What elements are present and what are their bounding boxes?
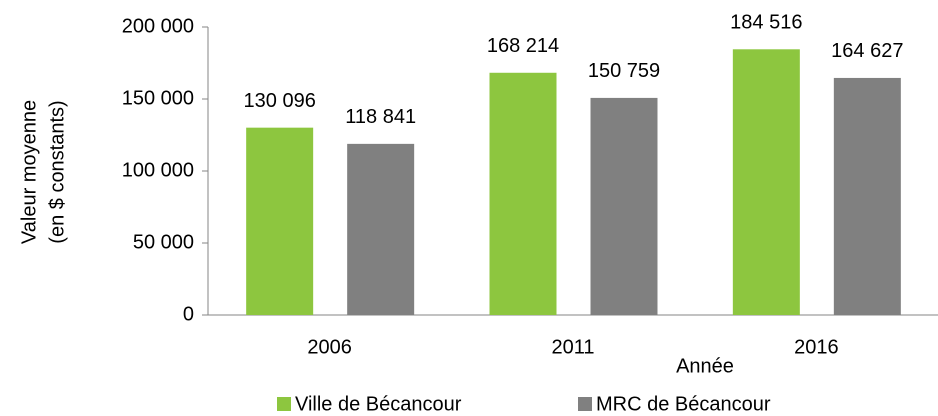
bar [732, 49, 800, 315]
y-axis-label: (en $ constants) [46, 100, 68, 243]
x-axis-label: Année [676, 355, 734, 377]
legend-label: Ville de Bécancour [295, 393, 462, 415]
legend-swatch [277, 397, 291, 411]
x-tick-label: 2011 [551, 336, 594, 358]
value-label: 164 627 [831, 40, 903, 62]
y-tick-label: 150 000 [122, 87, 194, 109]
y-tick-label: 100 000 [122, 159, 194, 181]
value-label: 130 096 [244, 90, 316, 112]
value-label: 168 214 [487, 35, 559, 57]
bar [833, 77, 901, 315]
value-label: 118 841 [345, 106, 416, 128]
legend-swatch [578, 397, 592, 411]
bar [246, 127, 314, 315]
y-tick-label: 0 [183, 303, 194, 325]
value-label: 184 516 [730, 12, 802, 34]
y-axis-label: Valeur moyenne [18, 100, 40, 244]
legend-label: MRC de Bécancour [596, 393, 771, 415]
bar [489, 72, 557, 315]
bar [347, 143, 415, 315]
bar [590, 97, 658, 315]
value-label: 150 759 [588, 60, 660, 82]
x-tick-label: 2016 [794, 336, 839, 358]
y-tick-label: 200 000 [122, 15, 194, 37]
y-tick-label: 50 000 [133, 231, 194, 253]
x-tick-label: 2006 [307, 336, 352, 358]
